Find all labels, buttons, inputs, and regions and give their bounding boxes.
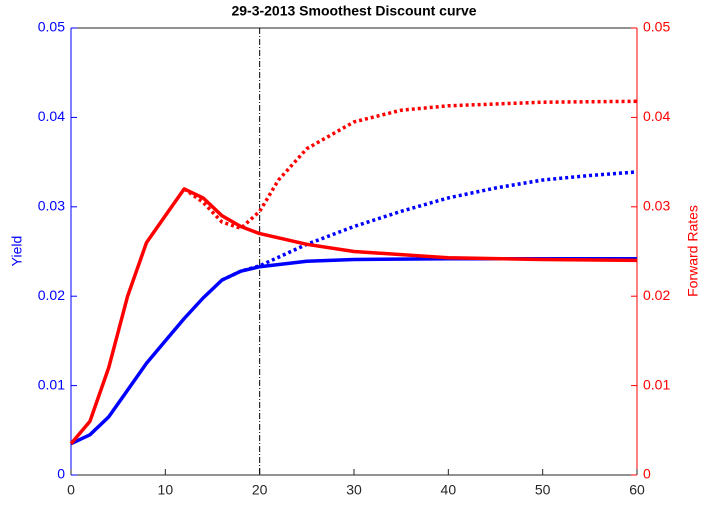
series-line: [70, 256, 637, 446]
y2-tick-label: 0.04: [643, 108, 670, 124]
x-tick-label: 30: [346, 482, 362, 498]
series-line: [183, 99, 638, 231]
y-tick-label: 0.04: [38, 108, 65, 124]
y2-axis-label: Forward Rates: [685, 205, 701, 297]
y-tick-label: 0: [57, 466, 65, 482]
y2-tick-label: 0.03: [643, 198, 670, 214]
y2-tick-label: 0.02: [643, 287, 670, 303]
y2-tick-label: 0.01: [643, 376, 670, 392]
y-axis-label: Yield: [9, 236, 25, 267]
series-line: [69, 187, 638, 445]
x-tick-label: 60: [629, 482, 645, 498]
y2-tick-label: 0.05: [643, 19, 670, 35]
y-tick-label: 0.05: [38, 19, 65, 35]
y-tick-label: 0.03: [38, 198, 65, 214]
x-tick-label: 0: [67, 482, 75, 498]
chart-title: 29-3-2013 Smoothest Discount curve: [231, 3, 476, 19]
y-tick-label: 0.02: [38, 287, 65, 303]
x-tick-label: 50: [535, 482, 551, 498]
x-tick-label: 40: [441, 482, 457, 498]
y2-tick-label: 0: [643, 466, 651, 482]
series-line: [221, 170, 638, 282]
y-tick-label: 0.01: [38, 376, 65, 392]
x-tick-label: 10: [158, 482, 174, 498]
x-tick-label: 20: [252, 482, 268, 498]
